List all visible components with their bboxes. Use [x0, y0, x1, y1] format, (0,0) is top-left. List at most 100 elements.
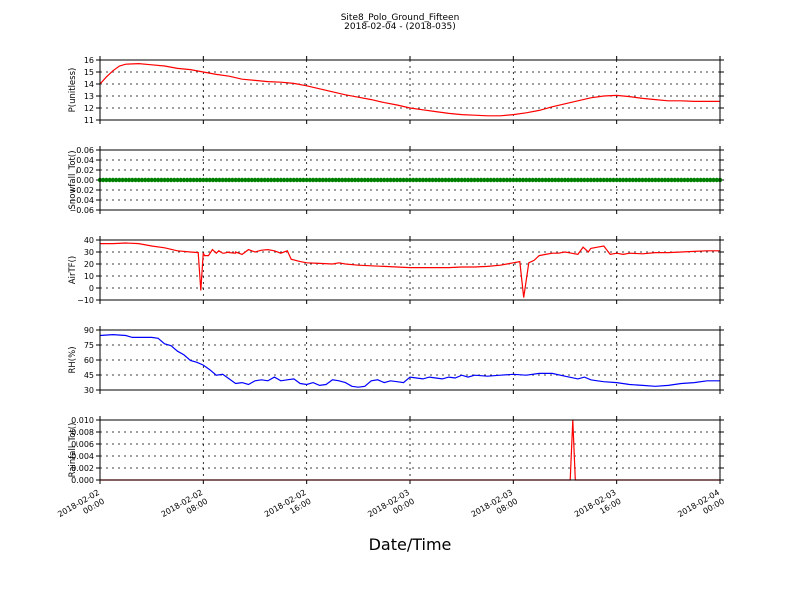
- y-axis-label: Snowfall_Tot(): [68, 150, 78, 209]
- series-marker: [714, 177, 719, 183]
- chart-title: Site8_Polo_Ground_Fifteen: [341, 13, 460, 23]
- series-marker: [662, 177, 668, 183]
- x-tick-label: 2018-02-0400:00: [676, 488, 726, 528]
- series-marker: [194, 177, 200, 183]
- x-tick-label: 2018-02-0308:00: [470, 488, 520, 528]
- y-tick-label: 0.002: [71, 464, 94, 473]
- series-marker: [210, 177, 216, 183]
- series-marker: [462, 177, 468, 183]
- series-marker: [130, 177, 135, 183]
- series-marker: [614, 177, 619, 183]
- y-tick-label: 40: [84, 236, 94, 245]
- series-marker: [346, 177, 351, 183]
- y-tick-label: 30: [84, 386, 94, 395]
- series-marker: [256, 177, 261, 183]
- series-marker: [595, 177, 600, 183]
- series-marker: [330, 177, 335, 183]
- series-marker: [378, 177, 384, 183]
- series-marker: [101, 177, 106, 183]
- series-marker: [307, 177, 313, 183]
- y-tick-label: 0.00: [76, 176, 94, 185]
- series-marker: [272, 177, 277, 183]
- series-marker: [530, 177, 535, 183]
- panel-3: −10 0 10 20 30 40 AirTF(): [68, 236, 724, 305]
- series-marker: [501, 177, 506, 183]
- series-marker: [152, 177, 158, 183]
- series-marker: [155, 177, 161, 183]
- series-marker: [223, 177, 229, 183]
- series-marker: [624, 177, 629, 183]
- series-marker: [524, 177, 529, 183]
- series-marker: [517, 177, 522, 183]
- y-axis-label: RH(%): [68, 346, 78, 373]
- series-marker: [139, 177, 145, 183]
- series-marker: [633, 177, 639, 183]
- series-marker: [669, 177, 674, 183]
- series-marker: [566, 177, 571, 183]
- series-marker: [430, 177, 435, 183]
- series-marker: [646, 177, 652, 183]
- series-marker: [407, 177, 413, 183]
- y-tick-label: 12: [84, 104, 94, 113]
- series-marker: [685, 177, 690, 183]
- series-marker: [475, 177, 481, 183]
- series-marker: [701, 177, 707, 183]
- series-marker: [162, 177, 167, 183]
- series-marker: [356, 177, 361, 183]
- series-marker: [423, 177, 429, 183]
- series-marker: [578, 177, 584, 183]
- series-marker: [520, 177, 526, 183]
- series-marker: [465, 177, 471, 183]
- series-marker: [404, 177, 409, 183]
- series-marker: [672, 177, 677, 183]
- series-marker: [281, 177, 287, 183]
- series-marker: [314, 177, 319, 183]
- series-marker: [485, 177, 490, 183]
- series-marker: [401, 177, 406, 183]
- series-marker: [640, 177, 645, 183]
- panel-5: 0.000 0.002 0.004 0.006 0.008 0.010Rainfall_T…: [68, 416, 724, 485]
- series-marker: [123, 177, 129, 183]
- y-tick-label: 0.06: [76, 146, 94, 155]
- x-axis-label: Date/Time: [369, 535, 452, 554]
- series-marker: [504, 177, 510, 183]
- series-marker: [143, 177, 148, 183]
- y-tick-label: 14: [84, 80, 94, 89]
- series-marker: [533, 177, 539, 183]
- y-tick-label: 0.000: [71, 476, 94, 485]
- y-tick-label: 13: [84, 92, 94, 101]
- panel-1: 11 12 13 14 15 16 P(unitless): [68, 56, 724, 125]
- series-marker: [630, 177, 636, 183]
- series-marker: [601, 177, 606, 183]
- series-marker: [691, 177, 697, 183]
- series-marker: [352, 177, 358, 183]
- series-marker: [411, 177, 416, 183]
- series-marker: [265, 177, 271, 183]
- series-marker: [637, 177, 642, 183]
- y-tick-label: 0.02: [76, 166, 94, 175]
- panel-frame: [99, 419, 721, 481]
- series-marker: [511, 177, 516, 183]
- series-marker: [540, 177, 545, 183]
- series-marker: [191, 177, 196, 183]
- y-tick-label: −0.06: [69, 206, 94, 215]
- y-tick-label: 45: [84, 371, 94, 380]
- series-marker: [262, 177, 267, 183]
- y-tick-label: 11: [84, 116, 94, 125]
- series-marker: [246, 177, 251, 183]
- series-marker: [711, 177, 716, 183]
- series-marker: [117, 177, 122, 183]
- series-marker: [184, 177, 190, 183]
- panel-2: −0.06−0.04−0.020.000.020.040.06Snowfall_…: [68, 146, 724, 215]
- series-marker: [704, 177, 710, 183]
- series-marker: [175, 177, 180, 183]
- series-marker: [317, 177, 322, 183]
- series-marker: [491, 177, 497, 183]
- series-marker: [398, 177, 403, 183]
- series-marker: [304, 177, 309, 183]
- y-tick-label: 0: [89, 284, 94, 293]
- x-tick-label: 2018-02-0216:00: [263, 488, 313, 528]
- series-marker: [288, 177, 293, 183]
- series-marker: [598, 177, 603, 183]
